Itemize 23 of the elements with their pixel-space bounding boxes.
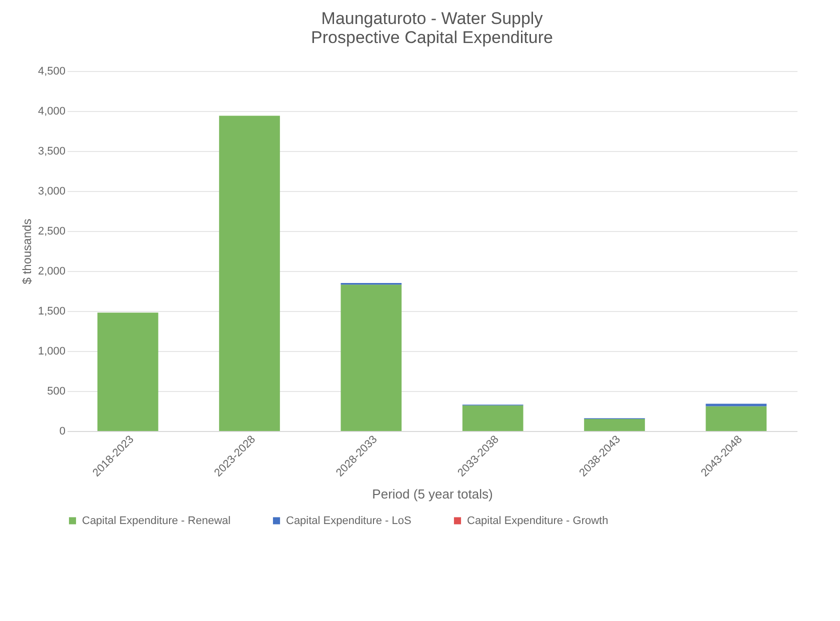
bar [97,312,158,431]
legend-label: Capital Expenditure - Growth [467,514,608,527]
bar [340,284,402,431]
x-axis-title: Period (5 year totals) [372,486,493,502]
y-tick-label: 500 [47,386,66,398]
y-tick-label: 2,000 [38,266,66,278]
y-tick-label: 1,000 [38,346,66,358]
bar [584,419,645,431]
bar [219,116,280,431]
bar [706,406,767,431]
y-tick-label: 3,500 [38,146,66,158]
legend-label: Capital Expenditure - LoS [286,514,412,527]
y-tick-label: 0 [59,426,66,438]
y-tick-label: 4,000 [38,106,66,118]
y-tick-label: 1,500 [38,306,66,318]
y-axis-title: $ thousands [20,218,34,284]
text: Maungaturoto - Water Supply [321,9,543,28]
y-tick-label: 3,000 [38,186,66,198]
legend-label: Capital Expenditure - Renewal [82,514,231,527]
text: Prospective Capital Expenditure [311,28,553,47]
y-tick-label: 4,500 [38,66,66,78]
y-tick-label: 2,500 [38,226,66,238]
bar [462,405,524,431]
